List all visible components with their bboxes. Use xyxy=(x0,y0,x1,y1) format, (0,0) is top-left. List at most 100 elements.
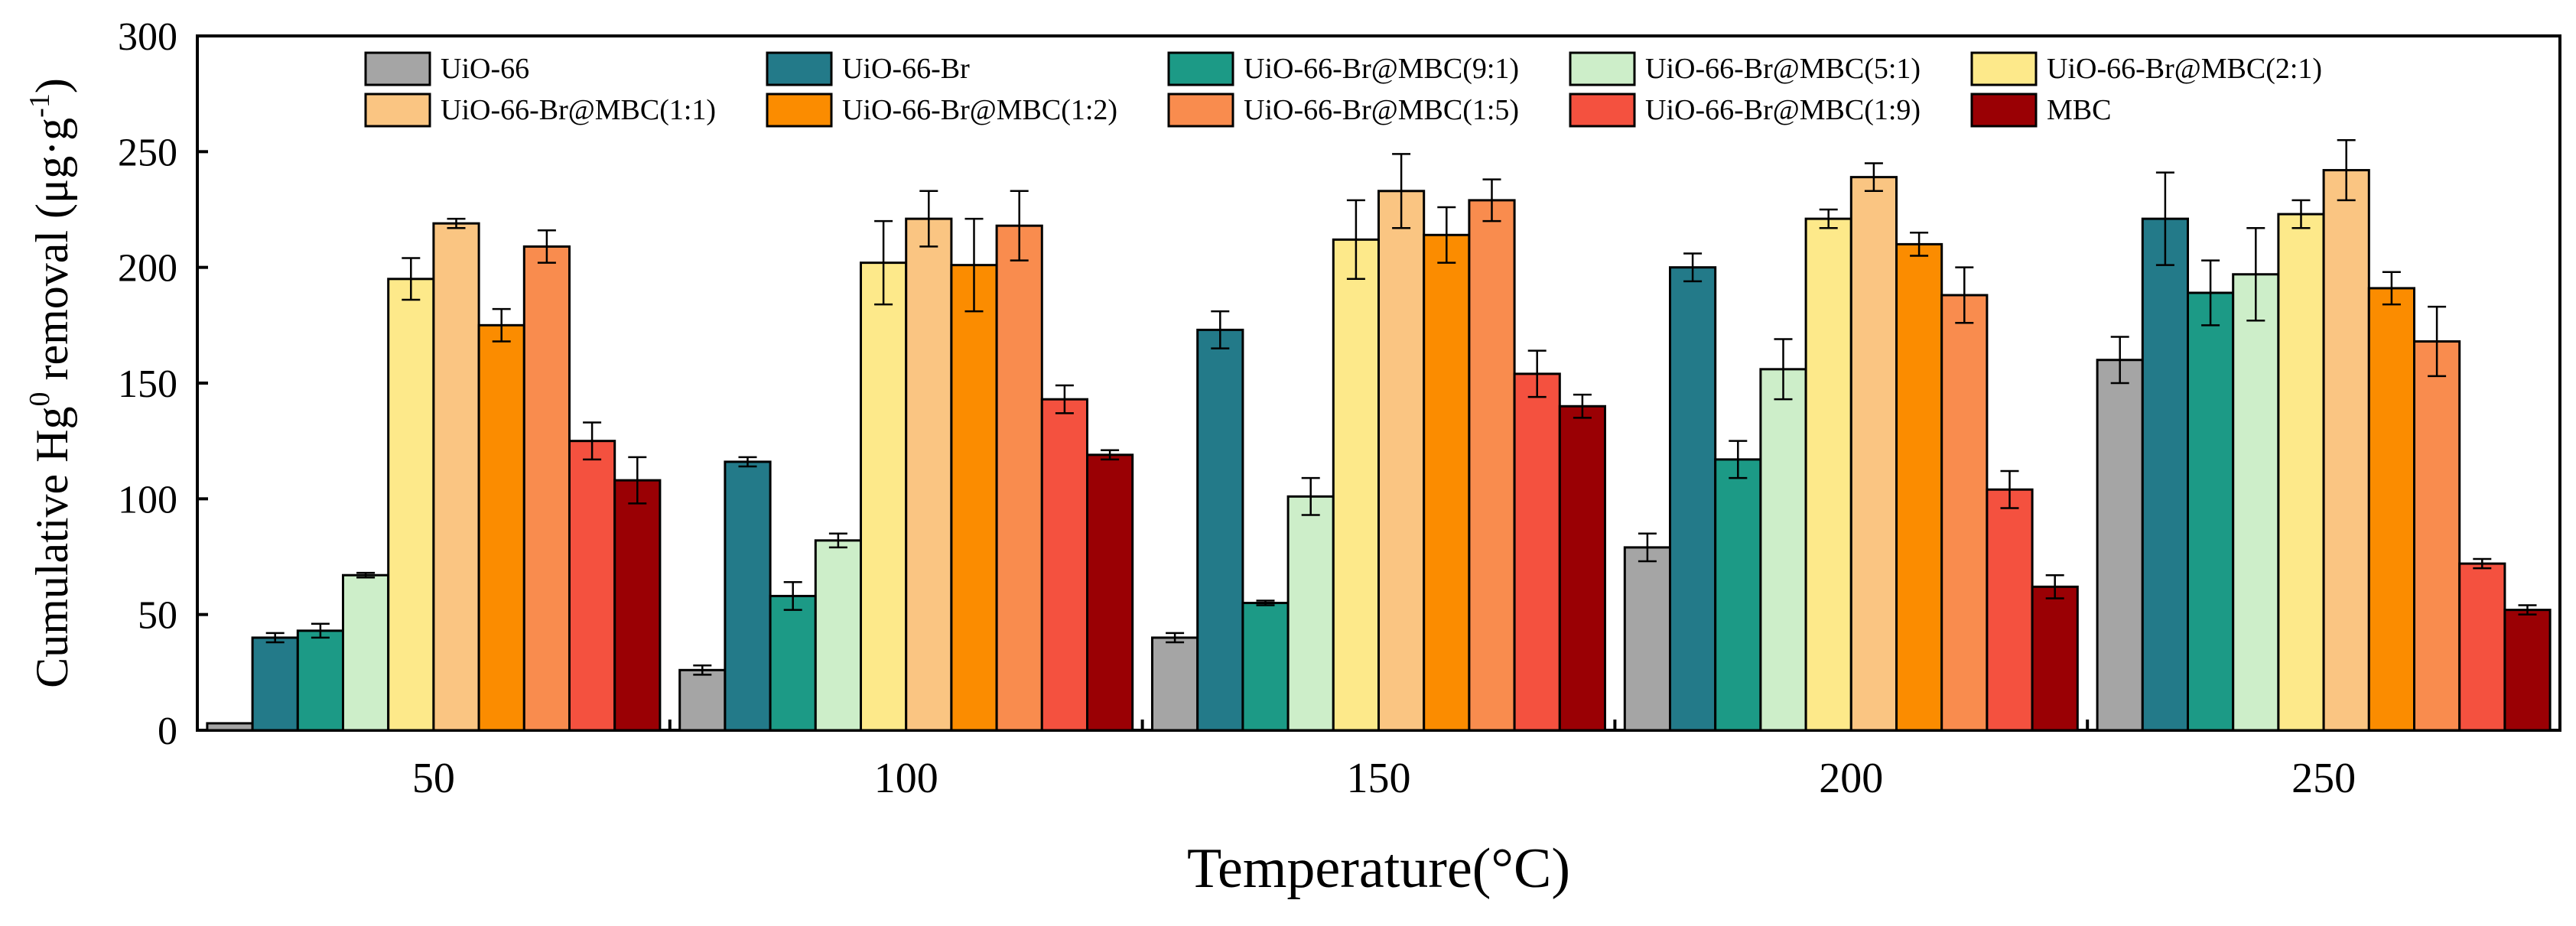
legend-swatch-3 xyxy=(1569,51,1636,86)
bar-8-2 xyxy=(1513,372,1561,732)
x-tick-label-2: 150 xyxy=(1347,755,1411,802)
bar-5-3 xyxy=(1849,176,1898,732)
error-bar-7-1 xyxy=(1010,190,1029,262)
y-axis-label-prefix: Cumulative Hg xyxy=(27,407,77,688)
x-tick-label-0: 50 xyxy=(412,755,455,802)
error-bar-0-3 xyxy=(1638,532,1657,563)
error-bar-3-2 xyxy=(1301,476,1320,516)
bar-9-0 xyxy=(613,479,662,732)
bar-4-0 xyxy=(387,278,435,732)
bar-6-4 xyxy=(2367,287,2416,732)
bar-5-1 xyxy=(905,217,953,732)
legend-label-6: UiO-66-Br@MBC(1:2) xyxy=(842,94,1117,126)
bar-0-0 xyxy=(206,722,254,732)
error-bar-6-2 xyxy=(1437,206,1456,264)
bar-5-0 xyxy=(432,222,480,732)
bar-1-2 xyxy=(1196,328,1244,732)
bar-3-2 xyxy=(1286,495,1335,732)
legend-label-1: UiO-66-Br xyxy=(842,53,970,85)
legend-label-2: UiO-66-Br@MBC(9:1) xyxy=(1244,53,1519,85)
bar-6-2 xyxy=(1423,233,1471,732)
error-bar-5-2 xyxy=(1392,153,1411,229)
bar-4-1 xyxy=(860,262,908,732)
y-tick-label-6: 300 xyxy=(118,15,177,59)
bar-1-0 xyxy=(251,636,299,732)
x-axis-label: Temperature(°C) xyxy=(1187,837,1570,900)
y-tick-label-1: 50 xyxy=(138,594,177,638)
error-bar-9-4 xyxy=(2518,604,2537,616)
x-axis: 50 100 150 200 250 xyxy=(412,720,2356,802)
legend-label-8: UiO-66-Br@MBC(1:9) xyxy=(1645,94,1921,126)
error-bar-7-0 xyxy=(537,229,556,264)
error-bar-8-2 xyxy=(1527,349,1547,398)
bar-0-3 xyxy=(1623,546,1672,732)
legend-swatch-9 xyxy=(1970,93,2038,128)
bar-3-3 xyxy=(1759,368,1807,732)
legend-label-9: MBC xyxy=(2047,94,2111,126)
bar-6-0 xyxy=(477,323,525,732)
x-tick-label-3: 200 xyxy=(1819,755,1883,802)
error-bar-2-3 xyxy=(1729,440,1748,479)
y-axis-label-unit-superscript: -1 xyxy=(24,93,56,118)
y-tick-label-0: 0 xyxy=(158,710,177,753)
legend-swatch-1 xyxy=(766,51,833,86)
y-axis-label-suffix: ) xyxy=(27,78,77,93)
bar-3-4 xyxy=(2232,273,2280,732)
bar-7-0 xyxy=(522,245,571,732)
error-bar-8-3 xyxy=(2000,469,2019,509)
error-bar-8-4 xyxy=(2473,557,2492,570)
error-bar-5-1 xyxy=(919,190,938,248)
error-bar-9-0 xyxy=(628,456,647,505)
y-tick-label-5: 250 xyxy=(118,131,177,174)
error-bar-4-3 xyxy=(1819,208,1838,229)
bar-0-1 xyxy=(678,668,727,732)
bar-9-4 xyxy=(2503,609,2552,732)
error-bar-7-2 xyxy=(1482,178,1501,223)
bar-0-4 xyxy=(2096,359,2144,732)
bar-2-2 xyxy=(1241,602,1290,732)
bar-2-1 xyxy=(769,594,817,732)
error-bar-1-0 xyxy=(265,632,285,644)
error-bar-3-0 xyxy=(356,571,376,579)
error-bar-0-1 xyxy=(693,664,712,676)
bar-1-4 xyxy=(2141,217,2190,732)
bar-4-2 xyxy=(1332,238,1381,732)
legend-label-5: UiO-66-Br@MBC(1:1) xyxy=(441,94,716,126)
error-bar-2-4 xyxy=(2201,259,2220,327)
error-bar-6-3 xyxy=(1910,232,1929,257)
error-bar-0-2 xyxy=(1166,632,1185,644)
bar-1-3 xyxy=(1669,266,1717,732)
error-bar-1-1 xyxy=(738,456,757,468)
legend-label-4: UiO-66-Br@MBC(2:1) xyxy=(2047,53,2322,85)
error-bar-8-0 xyxy=(583,421,602,461)
legend: UiO-66 UiO-66-Br UiO-66-Br@MBC(9:1) UiO-66-… xyxy=(364,51,2322,128)
error-bar-6-0 xyxy=(492,307,511,343)
bar-7-3 xyxy=(1940,294,1989,732)
error-bars-group xyxy=(265,138,2537,676)
y-tick-label-4: 200 xyxy=(118,247,177,291)
error-bar-1-4 xyxy=(2155,171,2174,266)
error-bar-4-2 xyxy=(1346,199,1365,281)
y-axis: 0 50 100 150 200 250 300 xyxy=(118,15,208,753)
bar-4-4 xyxy=(2277,213,2325,732)
y-tick-label-2: 100 xyxy=(118,478,177,521)
error-bar-2-0 xyxy=(311,622,330,639)
error-bar-4-1 xyxy=(874,219,893,306)
legend-swatch-4 xyxy=(1970,51,2038,86)
bar-6-3 xyxy=(1895,242,1943,732)
error-bar-2-1 xyxy=(783,581,802,611)
bar-9-1 xyxy=(1086,453,1134,732)
legend-swatch-6 xyxy=(766,93,833,128)
bar-6-1 xyxy=(950,264,998,732)
legend-swatch-8 xyxy=(1569,93,1636,128)
legend-swatch-2 xyxy=(1167,51,1234,86)
error-bar-6-1 xyxy=(964,217,984,313)
error-bar-4-4 xyxy=(2291,199,2311,229)
bar-1-1 xyxy=(724,460,772,732)
bars-group xyxy=(206,169,2552,732)
bar-7-1 xyxy=(995,224,1043,732)
error-bar-7-4 xyxy=(2428,305,2447,378)
error-bar-6-4 xyxy=(2382,271,2401,306)
